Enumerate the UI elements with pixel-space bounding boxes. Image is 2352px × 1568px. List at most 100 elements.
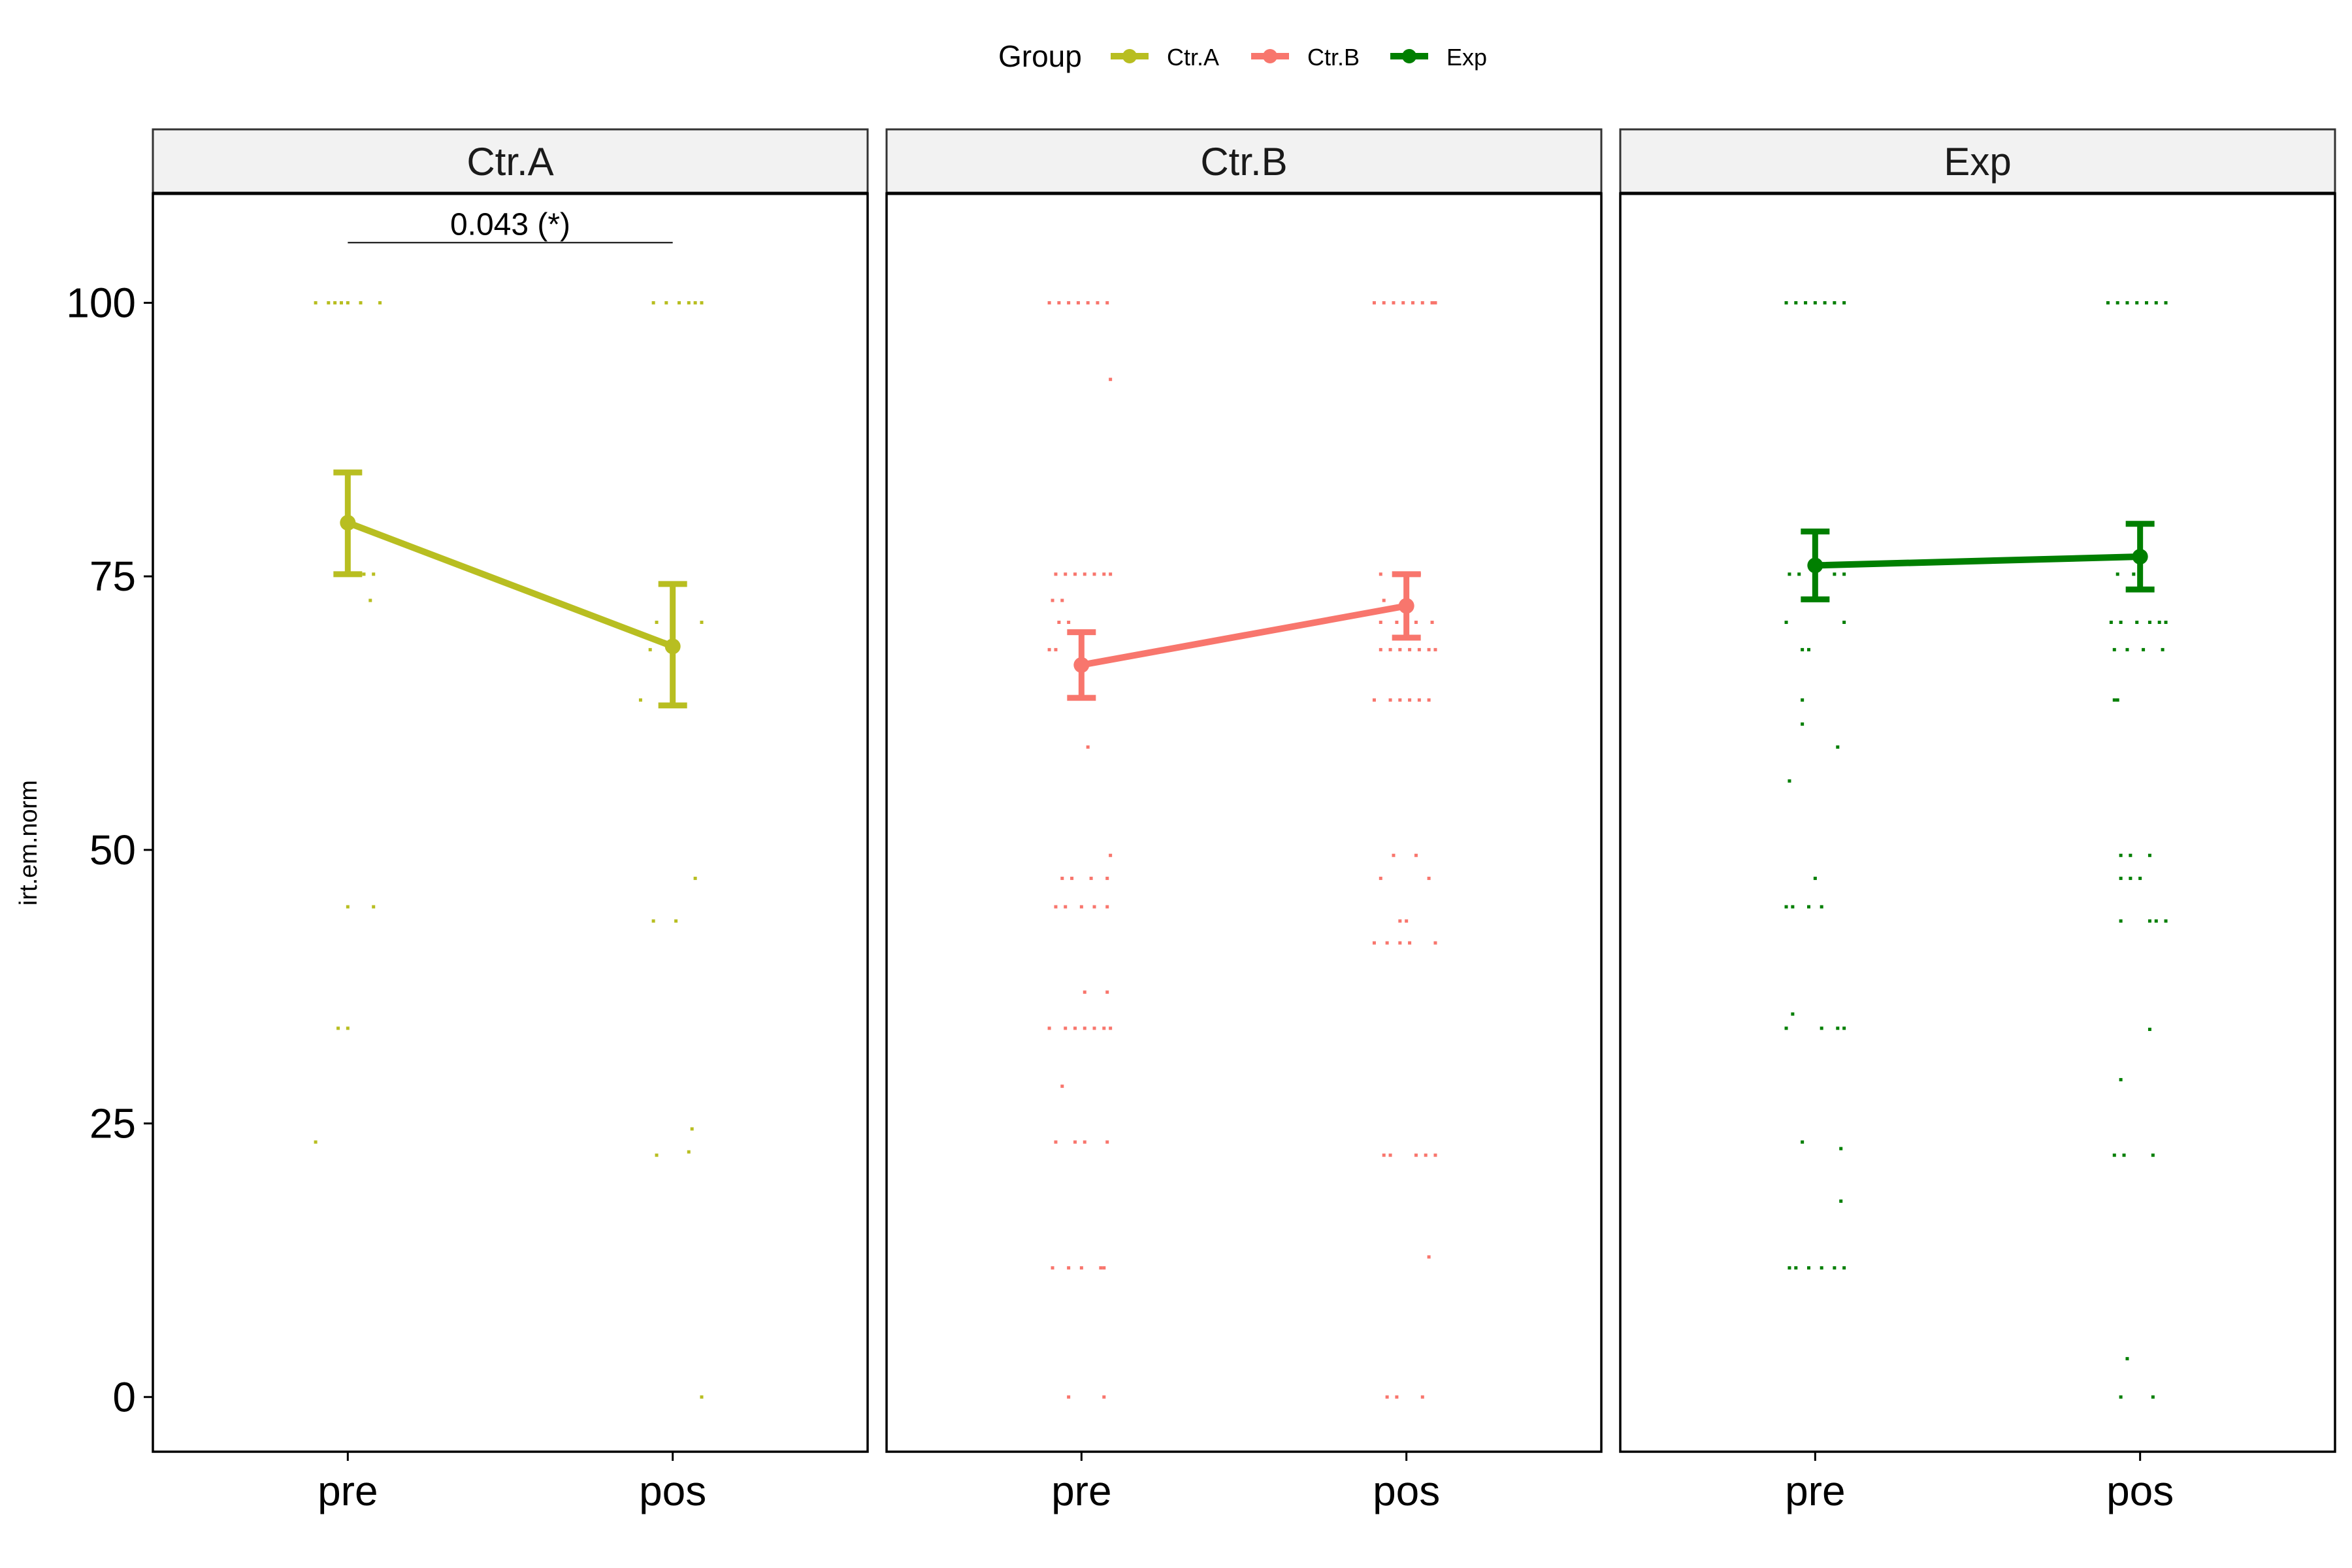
data-point bbox=[1067, 1266, 1071, 1270]
data-point bbox=[2157, 621, 2161, 625]
x-tick-label: pos bbox=[2106, 1467, 2174, 1514]
data-point bbox=[2112, 1153, 2116, 1157]
data-point bbox=[693, 876, 697, 880]
x-tick-label: pos bbox=[639, 1467, 706, 1514]
panel-border bbox=[1619, 192, 2336, 1453]
data-point bbox=[378, 301, 382, 304]
data-point bbox=[2129, 853, 2132, 857]
data-point bbox=[1791, 905, 1795, 909]
data-point bbox=[1372, 301, 1376, 304]
data-point bbox=[1109, 572, 1113, 576]
data-point bbox=[1791, 1012, 1795, 1016]
data-point bbox=[2119, 876, 2123, 880]
legend-title: Group bbox=[998, 39, 1082, 73]
data-point bbox=[1054, 905, 1058, 909]
data-point bbox=[1433, 647, 1437, 651]
data-point bbox=[700, 301, 704, 304]
data-point bbox=[1784, 1026, 1788, 1030]
data-point bbox=[2154, 919, 2158, 923]
data-point bbox=[327, 301, 331, 304]
legend-item-ctrb: Ctr.B bbox=[1251, 44, 1360, 71]
data-point bbox=[1414, 621, 1418, 625]
data-point bbox=[2142, 647, 2146, 651]
data-point bbox=[339, 301, 343, 304]
data-point bbox=[1784, 301, 1788, 304]
data-point bbox=[1784, 621, 1788, 625]
data-point bbox=[336, 1026, 340, 1030]
data-point bbox=[2119, 1395, 2123, 1399]
data-point bbox=[1842, 301, 1846, 304]
panel-border bbox=[152, 192, 869, 1453]
data-point bbox=[1385, 941, 1389, 945]
data-point bbox=[2115, 572, 2119, 576]
data-point bbox=[1051, 1266, 1054, 1270]
data-point bbox=[1086, 301, 1090, 304]
data-point bbox=[1064, 905, 1068, 909]
data-point bbox=[333, 301, 337, 304]
data-point bbox=[2135, 621, 2139, 625]
data-point bbox=[1806, 905, 1810, 909]
facet-strip bbox=[1619, 128, 2336, 195]
data-point bbox=[1102, 572, 1106, 576]
data-point bbox=[1836, 745, 1840, 749]
data-point bbox=[2164, 919, 2168, 923]
data-point bbox=[1420, 1395, 1424, 1399]
data-point bbox=[346, 1026, 350, 1030]
data-point bbox=[2119, 853, 2123, 857]
data-point bbox=[2112, 698, 2116, 702]
data-point bbox=[359, 301, 363, 304]
data-point bbox=[1070, 876, 1074, 880]
data-point bbox=[2151, 1395, 2155, 1399]
data-point bbox=[1102, 1026, 1106, 1030]
data-point bbox=[1794, 301, 1798, 304]
data-point bbox=[1083, 1026, 1086, 1030]
data-point bbox=[1054, 647, 1058, 651]
y-tick-label: 75 bbox=[90, 553, 136, 600]
data-point bbox=[1109, 853, 1113, 857]
data-point bbox=[1797, 572, 1801, 576]
data-point bbox=[314, 1140, 318, 1144]
data-point bbox=[2164, 301, 2168, 304]
y-tick-label: 0 bbox=[112, 1373, 136, 1420]
data-point bbox=[2112, 647, 2116, 651]
facet-title: Ctr.A bbox=[466, 140, 553, 184]
mean-line bbox=[1078, 602, 1410, 668]
data-point bbox=[1047, 647, 1051, 651]
data-point bbox=[1833, 1266, 1837, 1270]
data-point bbox=[1105, 1140, 1109, 1144]
data-point bbox=[1102, 1266, 1106, 1270]
data-point bbox=[1047, 1026, 1051, 1030]
data-point bbox=[700, 621, 704, 625]
data-point bbox=[1788, 1266, 1791, 1270]
data-point bbox=[2119, 919, 2123, 923]
data-point bbox=[372, 572, 376, 576]
data-point bbox=[1820, 1266, 1823, 1270]
mean-line bbox=[344, 519, 676, 650]
data-point bbox=[1411, 301, 1415, 304]
facet-strip bbox=[885, 128, 1603, 195]
panel-ctrb: Ctr.B pre pos bbox=[885, 128, 1603, 1514]
legend-item-exp: Exp bbox=[1390, 44, 1487, 71]
facet-panels: Ctr.A pre pos 0.043 (*) Ctr.B pre pos Exp pre pos bbox=[152, 128, 2336, 1514]
data-point bbox=[1801, 722, 1805, 726]
data-point bbox=[1820, 905, 1823, 909]
data-point bbox=[1388, 698, 1392, 702]
data-point bbox=[1105, 301, 1109, 304]
data-point bbox=[1430, 621, 1434, 625]
data-point bbox=[1379, 621, 1382, 625]
mean-point bbox=[1807, 557, 1823, 574]
x-tick-label: pos bbox=[1373, 1467, 1440, 1514]
panel-ctra: Ctr.A pre pos 0.043 (*) bbox=[152, 128, 869, 1514]
data-point bbox=[1079, 1266, 1083, 1270]
data-point bbox=[1414, 853, 1418, 857]
data-point bbox=[678, 301, 681, 304]
data-point bbox=[1382, 301, 1386, 304]
significance-label: 0.043 (*) bbox=[450, 207, 570, 242]
data-point bbox=[1398, 647, 1402, 651]
data-point bbox=[1089, 876, 1093, 880]
data-point bbox=[1395, 1395, 1399, 1399]
data-point bbox=[1401, 301, 1405, 304]
x-tick-label: pre bbox=[318, 1467, 378, 1514]
data-point bbox=[1823, 301, 1827, 304]
data-point bbox=[1054, 572, 1058, 576]
